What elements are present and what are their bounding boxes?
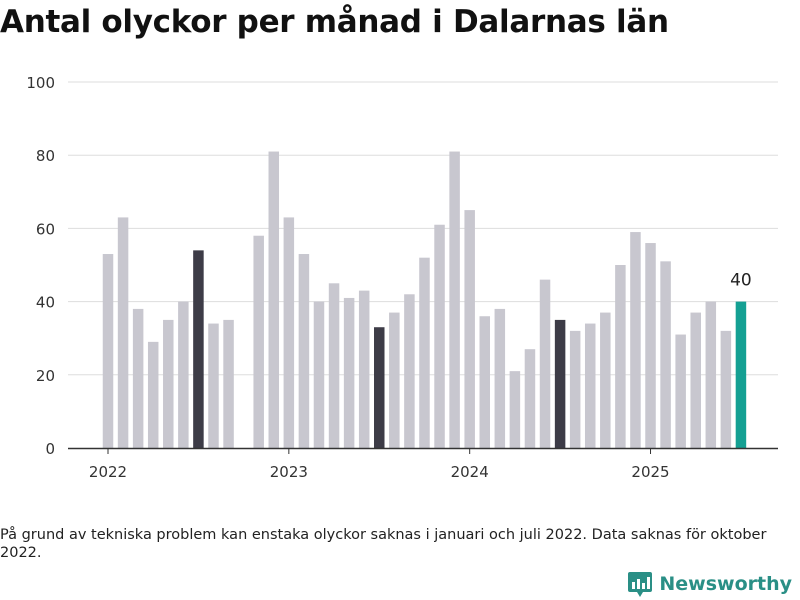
bar — [584, 323, 596, 448]
bar — [494, 308, 506, 448]
latest-value-label: 40 — [730, 271, 752, 291]
y-tick-label: 100 — [26, 74, 55, 92]
bar — [600, 312, 611, 448]
bar — [464, 210, 475, 448]
bar — [705, 301, 717, 448]
y-tick-label: 0 — [45, 440, 55, 458]
bar — [419, 257, 430, 448]
x-tick-label: 2023 — [270, 463, 308, 481]
bar — [404, 294, 415, 448]
bar — [208, 323, 219, 448]
bar — [615, 265, 626, 448]
bar — [343, 297, 355, 448]
bar — [449, 151, 460, 448]
bar-chart: 0 20 40 60 80 100 2022 2023 2024 2025 40 — [26, 74, 778, 481]
y-tick-label: 20 — [36, 367, 55, 385]
bar — [163, 319, 174, 448]
bar — [434, 224, 445, 448]
bar — [253, 235, 264, 448]
bar — [539, 279, 551, 448]
x-axis-ticks: 2022 2023 2024 2025 — [89, 448, 670, 481]
bar — [298, 254, 310, 448]
bars — [102, 151, 747, 448]
bar — [117, 217, 129, 448]
chart-title: Antal olyckor per månad i Dalarnas län — [0, 4, 669, 40]
bar — [554, 319, 566, 448]
brand-logo[interactable]: Newsworthy — [627, 570, 792, 598]
bar — [147, 341, 159, 448]
bar — [313, 301, 325, 448]
x-tick-label: 2024 — [451, 463, 489, 481]
bar — [720, 330, 732, 448]
x-tick-label: 2022 — [89, 463, 127, 481]
bar — [569, 330, 581, 448]
bar — [389, 312, 400, 448]
bar — [193, 250, 204, 448]
y-tick-label: 40 — [36, 294, 55, 312]
bar — [479, 316, 490, 448]
footnote: På grund av tekniska problem kan enstaka… — [0, 527, 767, 561]
bar — [675, 334, 686, 448]
bar — [660, 261, 671, 448]
bar — [223, 319, 234, 448]
bar — [690, 312, 701, 448]
y-axis-ticks: 0 20 40 60 80 100 — [26, 74, 55, 458]
bar — [374, 327, 385, 448]
y-tick-label: 80 — [36, 147, 55, 165]
bar — [358, 290, 370, 448]
newsworthy-logo-icon — [628, 572, 653, 597]
bar — [645, 243, 656, 448]
bar — [132, 308, 144, 448]
bar — [102, 254, 114, 448]
bar — [328, 283, 340, 448]
bar — [524, 349, 536, 448]
y-tick-label: 60 — [36, 220, 55, 238]
data-labels: 40 — [730, 271, 752, 291]
bar — [735, 301, 747, 448]
brand-name: Newsworthy — [659, 573, 792, 595]
x-tick-label: 2025 — [631, 463, 669, 481]
bar — [178, 301, 189, 448]
bar — [509, 371, 521, 448]
bar — [268, 151, 280, 448]
bar — [630, 232, 641, 448]
bar — [283, 217, 295, 448]
